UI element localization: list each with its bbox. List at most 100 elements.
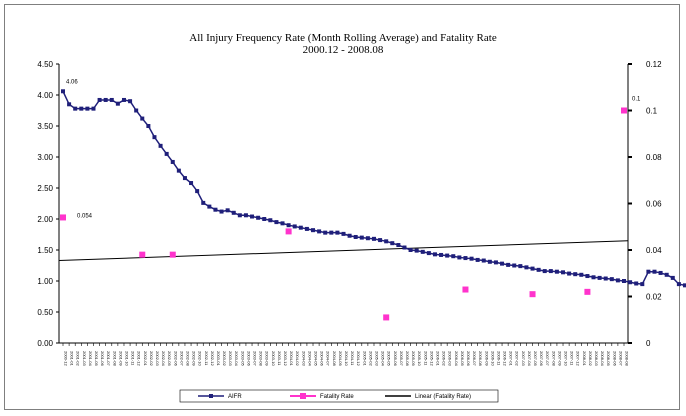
y2-tick-label: 0.08 [646, 153, 662, 162]
aifr-point [542, 269, 547, 274]
x-tick-label: 2000-12 [64, 351, 69, 366]
x-tick-label: 2006-10 [490, 351, 495, 366]
x-tick-label: 2004-03 [301, 351, 306, 366]
y2-tick-label: 0.1 [646, 107, 658, 116]
aifr-point [115, 101, 120, 106]
fatality-point [584, 288, 591, 295]
x-tick-label: 2001-08 [112, 351, 117, 366]
axes: 0.00 0.50 1.00 1.50 2.00 2.50 3.00 3.50 4.00 4.50… [37, 60, 662, 366]
aifr-point [61, 89, 65, 94]
legend-swatch-marker [300, 393, 306, 399]
x-tick-label: 2006-12 [503, 351, 508, 366]
aifr-point [518, 264, 523, 269]
y-tick-label: 0.50 [37, 308, 53, 317]
aifr-point [292, 224, 297, 229]
x-tick-label: 2002-10 [198, 351, 203, 366]
aifr-point [237, 213, 242, 218]
aifr-point [280, 221, 285, 226]
aifr-point [353, 234, 358, 239]
x-tick-label: 2008-07 [618, 351, 623, 366]
x-tick-label: 2005-06 [393, 351, 398, 366]
aifr-point [506, 262, 511, 267]
y-tick-label: 4.00 [37, 91, 53, 100]
trend-line [58, 240, 629, 261]
x-tick-label: 2005-02 [368, 351, 373, 366]
aifr-point [554, 269, 559, 274]
chart-subtitle: 2000.12 - 2008.08 [303, 44, 384, 56]
x-tick-label: 2005-05 [387, 351, 392, 366]
aifr-point [603, 276, 608, 281]
x-tick-label: 2005-10 [417, 351, 422, 366]
aifr-point [634, 281, 639, 286]
aifr-point [274, 220, 279, 225]
legend: AIFR Fatality Rate Linear (Fatality Rate) [179, 389, 499, 403]
y2-tick-label: 0.04 [646, 246, 662, 255]
x-tick-label: 2006-07 [472, 351, 477, 366]
x-tick-label: 2001-03 [82, 351, 87, 366]
aifr-point [189, 181, 194, 186]
y-tick-label: 3.00 [37, 153, 53, 162]
aifr-point [109, 97, 114, 102]
x-tick-label: 2003-05 [240, 351, 245, 366]
x-tick-label: 2006-06 [466, 351, 471, 366]
x-tick-label: 2001-05 [94, 351, 99, 366]
x-tick-label: 2002-09 [192, 351, 197, 366]
aifr-point [512, 263, 517, 268]
aifr-point [219, 209, 224, 214]
aifr-point [402, 245, 407, 250]
aifr-point [396, 243, 401, 248]
aifr-point [493, 260, 498, 265]
legend-label: AIFR [228, 394, 242, 400]
x-tick-label: 2004-10 [344, 351, 349, 366]
x-tick-label: 2001-02 [76, 351, 81, 366]
aifr-point [426, 251, 431, 256]
aifr-point [128, 99, 133, 104]
aifr-point [469, 256, 474, 261]
aifr-point [268, 218, 273, 223]
x-tick-label: 2004-06 [320, 351, 325, 366]
x-tick-label: 2005-12 [429, 351, 434, 366]
aifr-point [579, 272, 584, 277]
y-tick-label: 1.50 [37, 246, 53, 255]
x-tick-label: 2006-11 [496, 351, 501, 366]
x-tick-label: 2006-02 [442, 351, 447, 366]
aifr-point [134, 108, 139, 113]
x-tick-label: 2003-10 [271, 351, 276, 366]
fatality-point [383, 314, 390, 321]
aifr-point [85, 106, 90, 111]
x-tick-label: 2008-04 [600, 351, 605, 366]
x-tick-label: 2005-01 [362, 351, 367, 366]
x-tick-label: 2007-08 [551, 351, 556, 366]
x-tick-label: 2008-02 [588, 351, 593, 366]
aifr-point [615, 278, 620, 283]
x-tick-label: 2005-09 [411, 351, 416, 366]
fatality-point [621, 107, 627, 114]
aifr-point [652, 269, 657, 274]
x-tick-label: 2003-09 [265, 351, 270, 366]
aifr-point [225, 208, 230, 213]
x-tick-label: 2003-06 [246, 351, 251, 366]
aifr-point [646, 269, 651, 274]
fatality-point [60, 214, 66, 221]
aifr-point [347, 233, 352, 238]
x-tick-label: 2001-06 [100, 351, 105, 366]
chart-frame [4, 4, 680, 410]
aifr-point [359, 235, 364, 240]
x-tick-label: 2007-12 [576, 351, 581, 366]
aifr-point [585, 274, 590, 279]
aifr-point [622, 279, 626, 283]
x-tick-label: 2001-09 [118, 351, 123, 366]
x-tick-label: 2003-02 [222, 351, 227, 366]
aifr-point [536, 267, 541, 272]
aifr-line [62, 90, 686, 287]
y-tick-label: 0.00 [37, 339, 53, 348]
aifr-point [286, 223, 291, 228]
x-tick-label: 2006-03 [448, 351, 453, 366]
aifr-point [231, 210, 236, 215]
aifr-point [201, 200, 206, 205]
x-tick-label: 2001-04 [88, 351, 93, 366]
y2-tick-label: 0.02 [646, 293, 662, 302]
aifr-point [451, 254, 456, 259]
x-tick-label: 2003-07 [253, 351, 258, 366]
